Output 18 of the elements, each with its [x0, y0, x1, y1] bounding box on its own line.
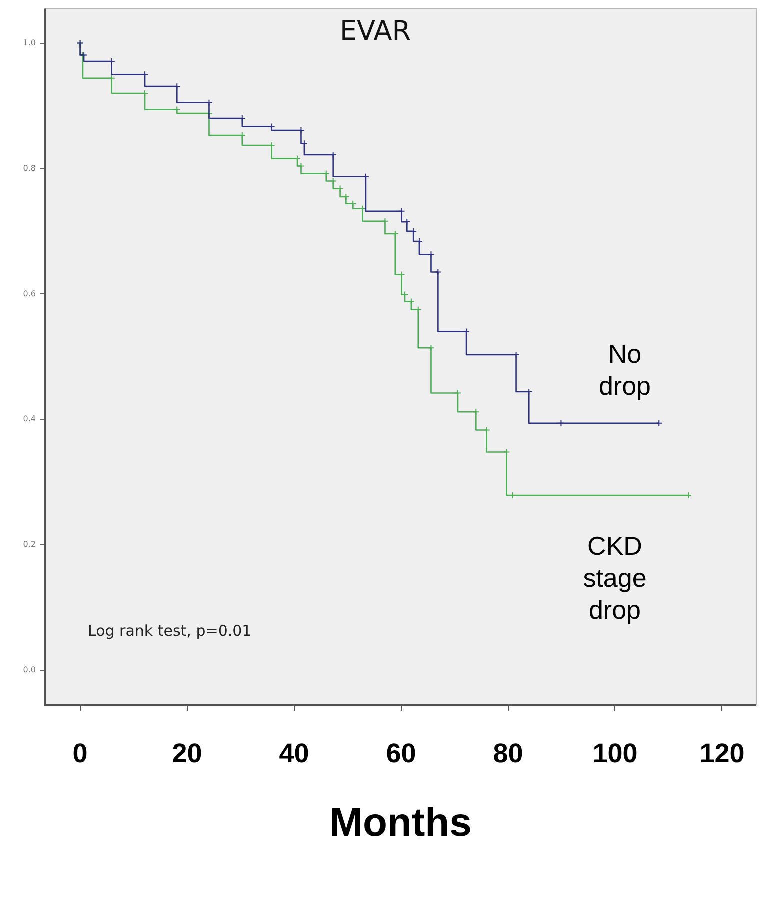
x-tick-label: 40 — [279, 738, 310, 769]
y-tick-label: 0.0 — [23, 666, 36, 675]
y-tick-label: 0.8 — [23, 164, 36, 173]
x-tick-label: 20 — [172, 738, 202, 769]
x-tick-label: 80 — [493, 738, 524, 769]
x-tick-label: 120 — [700, 738, 745, 769]
x-axis-title: Months — [330, 801, 472, 846]
series-label: CKD stage drop — [582, 530, 648, 626]
annotation: Log rank test, p=0.01 — [88, 622, 252, 640]
x-tick-label: 100 — [592, 738, 638, 769]
y-tick-label: 0.6 — [23, 289, 36, 298]
y-tick-label: 0.4 — [23, 414, 36, 424]
series-label: No drop — [598, 338, 652, 402]
x-tick-label: 0 — [72, 738, 88, 769]
chart-title: EVAR — [340, 16, 412, 47]
x-tick-label: 60 — [386, 738, 416, 769]
y-tick-label: 1.0 — [23, 38, 36, 48]
y-tick-label: 0.2 — [23, 540, 36, 550]
